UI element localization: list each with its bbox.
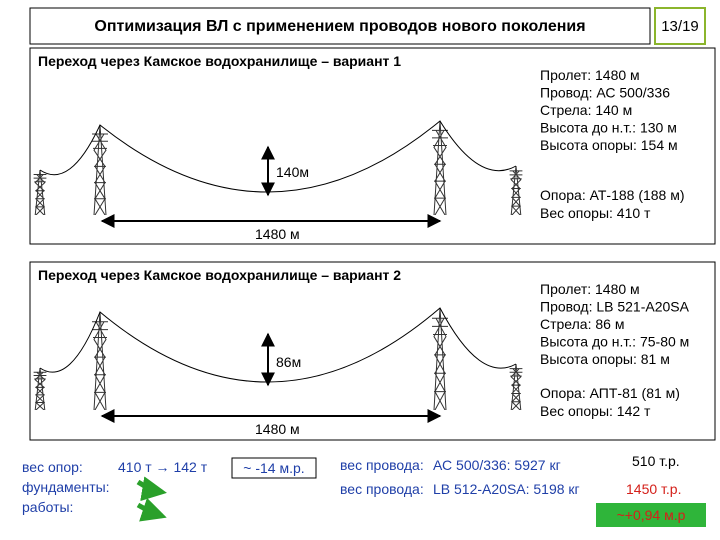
tower [91,312,109,410]
sag-label: 86м [276,354,301,370]
wire [39,120,517,193]
wire-label: вес провода: [340,481,424,497]
span-label: 1480 м [255,226,300,242]
support-line: Вес опоры: 410 т [540,205,651,221]
sag-label: 140м [276,164,309,180]
panel-title: Переход через Камское водохранилище – ва… [38,53,401,69]
panels: Переход через Камское водохранилище – ва… [29,47,716,441]
tower [509,364,523,410]
savings-box [231,457,317,479]
spec-line: Высота до н.т.: 130 м [540,120,677,136]
tower [91,125,109,215]
spec-line: Пролет: 1480 м [540,67,640,83]
tower [33,170,47,215]
spec-line: Стрела: 86 м [540,316,624,332]
panel [29,47,716,245]
panel-title: Переход через Камское водохранилище – ва… [38,267,401,283]
wire-1: АС 500/336: 5927 кг [433,457,561,473]
panel [29,261,716,441]
savings: ~ -14 м.р. [243,460,304,476]
wire [39,307,517,383]
tower [431,121,449,215]
summary-label: работы: [22,499,73,515]
total-box [596,503,706,527]
total: ~+0,94 м.р [617,507,686,523]
span-label: 1480 м [255,421,300,437]
slide-title: Оптимизация ВЛ с применением проводов но… [94,18,585,35]
wire-2-cost: 1450 т.р. [626,481,681,497]
spec-line: Провод: LB 521-A20SA [540,299,690,315]
spec-line: Высота опоры: 81 м [540,351,670,367]
page-box [654,7,706,45]
support-line: Опора: АПТ-81 (81 м) [540,385,680,401]
support-line: Опора: АТ-188 (188 м) [540,187,685,203]
wire-1-cost: 510 т.р. [632,453,680,469]
wire-2: LB 512-A20SA: 5198 кг [433,481,580,497]
spec-line: Высота до н.т.: 75-80 м [540,334,689,350]
tower [509,166,523,215]
spec-line: Высота опоры: 154 м [540,137,678,153]
wire-label: вес провода: [340,457,424,473]
summary-label: вес опор: [22,459,83,475]
green-arrow [136,497,167,522]
tower [431,308,449,410]
summary-label: фундаменты: [22,479,110,495]
support-line: Вес опоры: 142 т [540,403,651,419]
spec-line: Провод: АС 500/336 [540,85,670,101]
header-box [29,7,651,45]
tower [33,368,47,410]
spec-line: Стрела: 140 м [540,102,632,118]
spec-line: Пролет: 1480 м [540,281,640,297]
summary-value: 410 т → 142 т [118,459,208,475]
page-number: 13/19 [661,18,699,35]
green-arrow [136,476,167,502]
